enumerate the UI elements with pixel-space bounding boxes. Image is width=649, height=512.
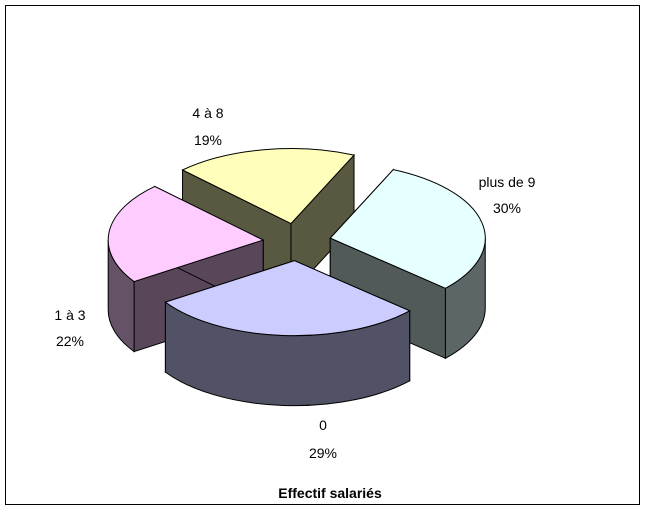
slice-percent-1-a-3: 22% [56,333,84,349]
slice-percent-0: 29% [309,445,337,461]
slice-top-1-3 [107,185,265,283]
slices-layer [107,148,486,407]
slice-label-plus-de-9: plus de 9 [479,174,536,190]
slice-top-0 [164,260,411,337]
slice-percent-4-a-8: 19% [194,132,222,148]
slice-0 [164,259,411,407]
slice-top-plus-de-9 [329,169,486,289]
slice-label-1-a-3: 1 à 3 [54,307,85,323]
labels-layer: plus de 9 30% 0 29% 1 à 3 22% 4 à 8 19% … [54,105,535,501]
slice-label-4-a-8: 4 à 8 [192,105,223,121]
slice-label-0: 0 [319,417,327,433]
slice-plus-de-9 [329,168,486,360]
chart-title: Effectif salariés [278,485,382,501]
slice-percent-plus-de-9: 30% [493,200,521,216]
slice-top-4-8 [181,148,355,225]
